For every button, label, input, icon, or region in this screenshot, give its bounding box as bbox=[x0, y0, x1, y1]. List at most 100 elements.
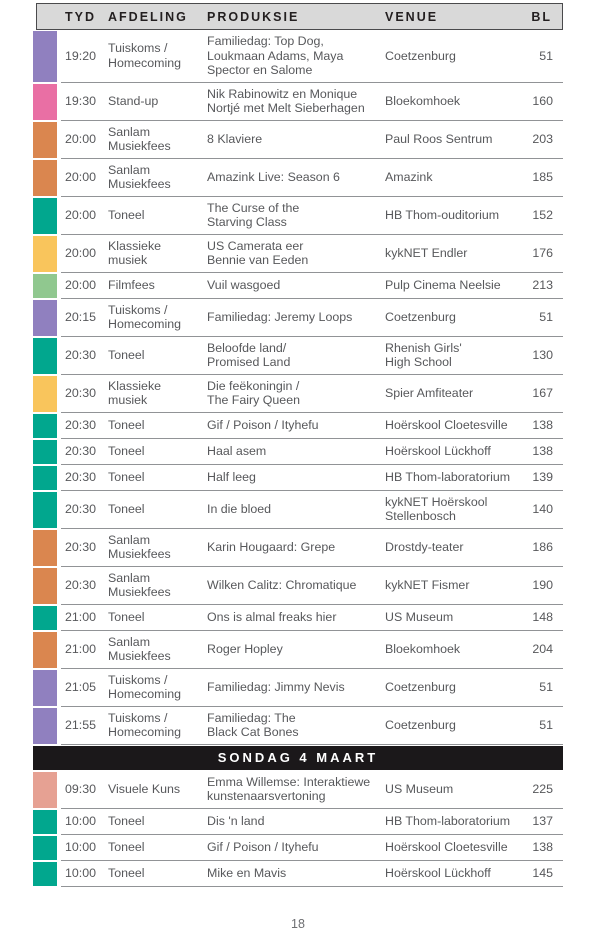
time-cell: 19:30 bbox=[65, 93, 97, 108]
venue-cell: US Museum bbox=[385, 609, 454, 624]
time-cell: 09:30 bbox=[65, 781, 97, 796]
category-color-swatch bbox=[33, 567, 57, 604]
venue-cell: HB Thom-laboratorium bbox=[385, 813, 511, 828]
category-cell: Sanlam Musiekfees bbox=[108, 634, 171, 664]
category-color-swatch bbox=[33, 631, 57, 668]
production-cell: Half leeg bbox=[207, 469, 256, 484]
category-cell: Sanlam Musiekfees bbox=[108, 532, 171, 562]
production-cell: Karin Hougaard: Grepe bbox=[207, 539, 336, 554]
venue-cell: HB Thom-laboratorium bbox=[385, 469, 511, 484]
production-cell: Emma Willemse: Interaktiewe kunstenaarsv… bbox=[207, 774, 371, 804]
category-cell: Toneel bbox=[108, 813, 145, 828]
time-cell: 20:15 bbox=[65, 309, 97, 324]
category-cell: Toneel bbox=[108, 501, 145, 516]
category-color-swatch bbox=[33, 83, 57, 120]
category-cell: Tuiskoms / Homecoming bbox=[108, 672, 181, 702]
venue-cell: Coetzenburg bbox=[385, 717, 456, 732]
category-color-swatch bbox=[33, 835, 57, 860]
production-cell: Amazink Live: Season 6 bbox=[207, 169, 340, 184]
production-cell: Gif / Poison / Ityhefu bbox=[207, 417, 319, 432]
time-cell: 20:30 bbox=[65, 577, 97, 592]
table-row: 20:00 Klassieke musiek US Camerata eer B… bbox=[33, 235, 563, 273]
venue-cell: kykNET Fismer bbox=[385, 577, 470, 592]
category-color-swatch bbox=[33, 439, 57, 464]
time-cell: 20:00 bbox=[65, 277, 97, 292]
category-color-swatch bbox=[33, 413, 57, 438]
time-cell: 20:30 bbox=[65, 417, 97, 432]
page-ref-cell: 140 bbox=[532, 501, 553, 516]
category-color-swatch bbox=[33, 669, 57, 706]
production-cell: The Curse of the Starving Class bbox=[207, 200, 300, 230]
page-ref-cell: 130 bbox=[532, 347, 553, 362]
venue-cell: kykNET Endler bbox=[385, 245, 468, 260]
schedule-body: 19:20 Tuiskoms / Homecoming Familiedag: … bbox=[33, 30, 563, 887]
category-color-swatch bbox=[33, 273, 57, 298]
category-cell: Visuele Kuns bbox=[108, 781, 181, 796]
category-color-swatch bbox=[33, 235, 57, 272]
production-cell: US Camerata eer Bennie van Eeden bbox=[207, 238, 309, 268]
category-cell: Tuiskoms / Homecoming bbox=[108, 41, 181, 70]
header-afdeling: AFDELING bbox=[108, 9, 188, 24]
time-cell: 21:05 bbox=[65, 679, 97, 694]
table-row: 21:00 Sanlam Musiekfees Roger Hopley Blo… bbox=[33, 631, 563, 669]
table-row: 20:00 Sanlam Musiekfees 8 Klaviere Paul … bbox=[33, 121, 563, 159]
category-color-swatch bbox=[33, 465, 57, 490]
category-color-swatch bbox=[33, 31, 57, 82]
production-cell: Familiedag: Top Dog, Loukmaan Adams, May… bbox=[207, 34, 344, 77]
production-cell: Die feëkoningin / The Fairy Queen bbox=[207, 378, 300, 408]
category-cell: Sanlam Musiekfees bbox=[108, 162, 171, 192]
page-ref-cell: 51 bbox=[539, 309, 553, 324]
page-ref-cell: 138 bbox=[532, 443, 553, 458]
time-cell: 20:30 bbox=[65, 469, 97, 484]
table-row: 21:05 Tuiskoms / Homecoming Familiedag: … bbox=[33, 669, 563, 707]
venue-cell: Bloekomhoek bbox=[385, 641, 461, 656]
day-banner: SONDAG 4 MAART bbox=[33, 745, 563, 770]
page-ref-cell: 204 bbox=[532, 641, 553, 656]
category-cell: Filmfees bbox=[108, 277, 155, 292]
category-color-swatch bbox=[33, 299, 57, 336]
page-ref-cell: 138 bbox=[532, 839, 553, 854]
venue-cell: Hoërskool Cloetesville bbox=[385, 417, 508, 432]
venue-cell: Spier Amfiteater bbox=[385, 385, 474, 400]
category-color-swatch bbox=[33, 121, 57, 158]
table-row: 10:00 Toneel Dis 'n land HB Thom-laborat… bbox=[33, 809, 563, 835]
venue-cell: Amazink bbox=[385, 169, 433, 184]
page-ref-cell: 185 bbox=[532, 169, 553, 184]
category-cell: Sanlam Musiekfees bbox=[108, 124, 171, 154]
page-ref-cell: 160 bbox=[532, 93, 553, 108]
time-cell: 21:00 bbox=[65, 609, 97, 624]
production-cell: Vuil wasgoed bbox=[207, 277, 281, 292]
table-row: 20:00 Sanlam Musiekfees Amazink Live: Se… bbox=[33, 159, 563, 197]
page-ref-cell: 139 bbox=[532, 469, 553, 484]
category-cell: Toneel bbox=[108, 469, 145, 484]
venue-cell: Hoërskool Lückhoff bbox=[385, 865, 491, 880]
table-row: 20:00 Toneel The Curse of the Starving C… bbox=[33, 197, 563, 235]
page-ref-cell: 167 bbox=[532, 385, 553, 400]
production-cell: Familiedag: The Black Cat Bones bbox=[207, 710, 299, 740]
category-color-swatch bbox=[33, 529, 57, 566]
category-cell: Tuiskoms / Homecoming bbox=[108, 302, 181, 332]
table-row: 20:30 Toneel Haal asem Hoërskool Lückhof… bbox=[33, 439, 563, 465]
venue-cell: HB Thom-ouditorium bbox=[385, 207, 500, 222]
production-cell: Nik Rabinowitz en Monique Nortjé met Mel… bbox=[207, 86, 365, 116]
page-ref-cell: 203 bbox=[532, 131, 553, 146]
table-header: TYD AFDELING PRODUKSIE VENUE BL bbox=[36, 3, 563, 30]
table-row: 20:30 Sanlam Musiekfees Wilken Calitz: C… bbox=[33, 567, 563, 605]
venue-cell: Coetzenburg bbox=[385, 309, 456, 324]
production-cell: Roger Hopley bbox=[207, 641, 283, 656]
time-cell: 21:00 bbox=[65, 641, 97, 656]
table-row: 21:00 Toneel Ons is almal freaks hier US… bbox=[33, 605, 563, 631]
page-ref-cell: 138 bbox=[532, 417, 553, 432]
time-cell: 20:30 bbox=[65, 347, 97, 362]
table-row: 20:30 Klassieke musiek Die feëkoningin /… bbox=[33, 375, 563, 413]
page-ref-cell: 51 bbox=[539, 717, 553, 732]
time-cell: 20:30 bbox=[65, 443, 97, 458]
time-cell: 20:30 bbox=[65, 385, 97, 400]
production-cell: Ons is almal freaks hier bbox=[207, 609, 337, 624]
venue-cell: Bloekomhoek bbox=[385, 93, 461, 108]
category-cell: Toneel bbox=[108, 417, 145, 432]
venue-cell: Coetzenburg bbox=[385, 48, 456, 63]
table-row: 21:55 Tuiskoms / Homecoming Familiedag: … bbox=[33, 707, 563, 745]
page-ref-cell: 148 bbox=[532, 609, 553, 624]
